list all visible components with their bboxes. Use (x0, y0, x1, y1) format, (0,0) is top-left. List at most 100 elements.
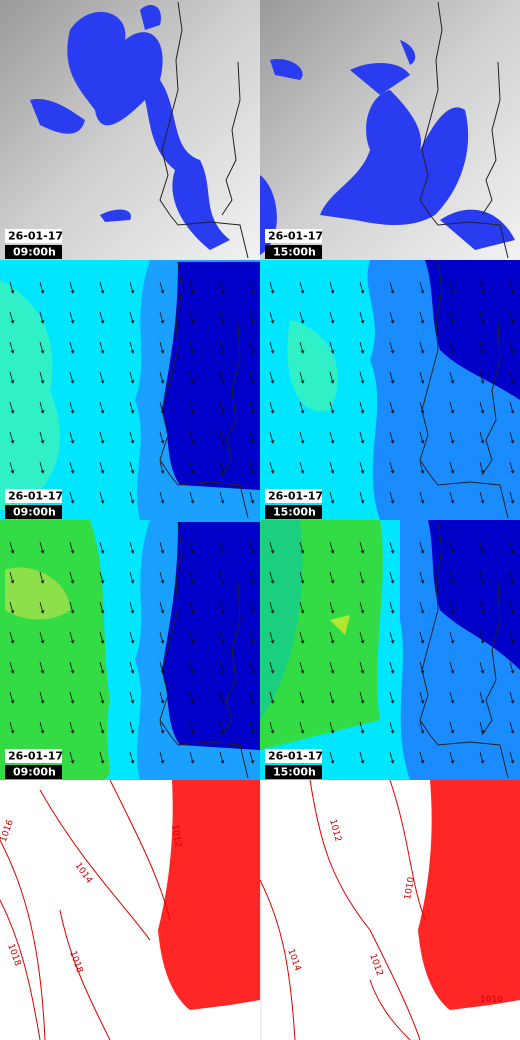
wind-arrow (159, 491, 164, 504)
wind-arrow-head (420, 609, 425, 614)
wind-arrow-head (190, 699, 195, 704)
date-label: 26-01-17 (8, 750, 63, 763)
wind-arrow (419, 281, 424, 294)
wind-arrow-head (420, 729, 425, 734)
wind-arrow (69, 371, 74, 384)
wind-arrow-head (40, 639, 45, 644)
wind-arrow-head (250, 409, 255, 414)
wind-arrow (449, 341, 454, 354)
wind-arrow (479, 311, 484, 324)
wind-arrow-head (390, 469, 395, 474)
wind-arrow (449, 311, 454, 324)
wind-arrow-head (100, 639, 105, 644)
wind-arrow-head (330, 499, 335, 504)
wind-arrow (129, 491, 134, 504)
time-label: 09:00h (13, 766, 56, 779)
wind-arrow (269, 721, 274, 734)
time-box (265, 505, 322, 519)
wind-arrow (189, 601, 194, 614)
wind-arrow-head (420, 759, 425, 764)
wind-arrow-head (220, 579, 225, 584)
wind-arrow-head (480, 549, 485, 554)
wind-arrow (479, 431, 484, 444)
time-label: 15:00h (273, 506, 316, 519)
wind-arrow (389, 371, 394, 384)
wind-arrow-head (330, 349, 335, 354)
time-box (5, 765, 62, 779)
wind-arrow-head (390, 699, 395, 704)
wind-arrow-head (10, 289, 15, 294)
wind-arrow-head (70, 669, 75, 674)
wind-arrow (129, 401, 134, 414)
wind-arrow-head (300, 669, 305, 674)
wind-arrow (99, 691, 104, 704)
wind-arrow-head (100, 669, 105, 674)
wind-arrow-head (250, 759, 255, 764)
wind-arrow-head (300, 549, 305, 554)
wind-arrow-head (40, 319, 45, 324)
wind-arrow (269, 281, 274, 294)
wind-arrow (9, 691, 14, 704)
wind-arrow (329, 491, 334, 504)
wind-arrow (159, 601, 164, 614)
wind-arrow (299, 371, 304, 384)
wind-arrow-head (360, 289, 365, 294)
time-box (265, 765, 322, 779)
wind-arrow-head (190, 639, 195, 644)
wind-arrow-head (480, 379, 485, 384)
wind-arrow (249, 491, 254, 504)
wind-arrow-head (220, 319, 225, 324)
wind-arrow-head (250, 439, 255, 444)
wind-arrow-head (130, 349, 135, 354)
isobar-label: 1010 (480, 995, 503, 1005)
wind-arrow-head (360, 439, 365, 444)
wind-arrow (449, 541, 454, 554)
wind-arrow (509, 541, 514, 554)
wind-arrow-head (420, 549, 425, 554)
wind-arrow-head (390, 549, 395, 554)
wind-arrow (39, 601, 44, 614)
wind-arrow (219, 751, 224, 764)
wind-arrow (39, 691, 44, 704)
wind-arrow (449, 751, 454, 764)
wind-arrow-head (450, 639, 455, 644)
wind-arrow-head (360, 669, 365, 674)
date-box (265, 749, 322, 763)
wind-arrow (9, 571, 14, 584)
wind-arrow-head (10, 549, 15, 554)
wind-arrow-head (190, 469, 195, 474)
wind-arrow-head (480, 349, 485, 354)
wind-arrow (419, 371, 424, 384)
time-box (5, 505, 62, 519)
wind-arrow-head (10, 349, 15, 354)
wind-arrow (189, 491, 194, 504)
wind-arrow (299, 601, 304, 614)
wind-arrow (329, 401, 334, 414)
wind-arrow (129, 751, 134, 764)
wind-arrow (69, 721, 74, 734)
wind-arrow (479, 721, 484, 734)
wind-arrow-head (420, 579, 425, 584)
wind-arrow (249, 691, 254, 704)
wind-arrow-head (250, 349, 255, 354)
wind-arrow-head (40, 669, 45, 674)
wind-arrow-head (360, 639, 365, 644)
wind-arrow (99, 631, 104, 644)
wind-arrow (479, 541, 484, 554)
wind-arrow (359, 491, 364, 504)
wind-arrow-head (270, 349, 275, 354)
wind-arrow (189, 751, 194, 764)
wind-arrow-head (450, 289, 455, 294)
wind-arrow (159, 631, 164, 644)
wind-arrow-head (300, 729, 305, 734)
wind-arrow (219, 631, 224, 644)
wind-arrow (479, 341, 484, 354)
wind-arrow (389, 311, 394, 324)
wind-arrow-head (70, 469, 75, 474)
wind-arrow-head (360, 379, 365, 384)
wind-arrow-head (330, 289, 335, 294)
wind-arrow (69, 691, 74, 704)
wind-arrow (269, 431, 274, 444)
wind-arrow (189, 341, 194, 354)
wind-arrow (99, 431, 104, 444)
